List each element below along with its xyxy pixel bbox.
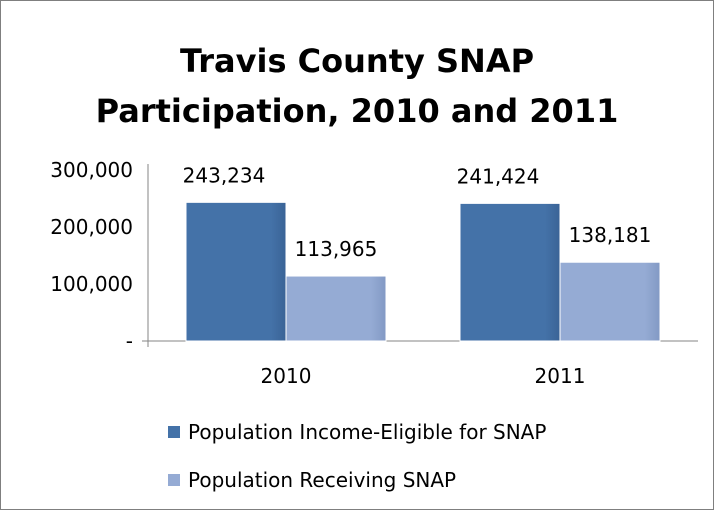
legend-item-receiving: Population Receiving SNAP — [168, 466, 546, 494]
data-label-2011-series-0: 241,424 — [457, 164, 540, 188]
y-tick-label-1: 100,000 — [50, 272, 133, 296]
bar-2010-series-0 — [185, 201, 287, 342]
data-label-2010-series-0: 243,234 — [183, 163, 266, 187]
bar-2011-series-0 — [459, 202, 561, 342]
x-tick-label-2011: 2011 — [535, 364, 586, 388]
chart-title: Travis County SNAP Participation, 2010 a… — [0, 36, 714, 136]
chart-title-line-1: Travis County SNAP — [179, 42, 535, 80]
y-tick-label-2: 200,000 — [50, 215, 133, 239]
bar-2010-series-1 — [285, 275, 387, 342]
bar-2011-series-1 — [559, 261, 661, 342]
data-label-2011-series-1: 138,181 — [569, 223, 652, 247]
y-tick-label-3: 300,000 — [50, 158, 133, 182]
legend-item-eligible: Population Income-Eligible for SNAP — [168, 418, 546, 446]
chart-title-line-2: Participation, 2010 and 2011 — [95, 92, 619, 130]
legend-label-eligible: Population Income-Eligible for SNAP — [188, 420, 547, 444]
legend-swatch-receiving — [168, 474, 180, 486]
legend-label-receiving: Population Receiving SNAP — [188, 468, 457, 492]
data-label-2010-series-1: 113,965 — [295, 237, 378, 261]
chart-legend: Population Income-Eligible for SNAP Popu… — [168, 418, 546, 514]
legend-swatch-eligible — [168, 426, 180, 438]
y-tick-label-0: - — [126, 329, 133, 353]
x-tick-label-2010: 2010 — [261, 364, 312, 388]
